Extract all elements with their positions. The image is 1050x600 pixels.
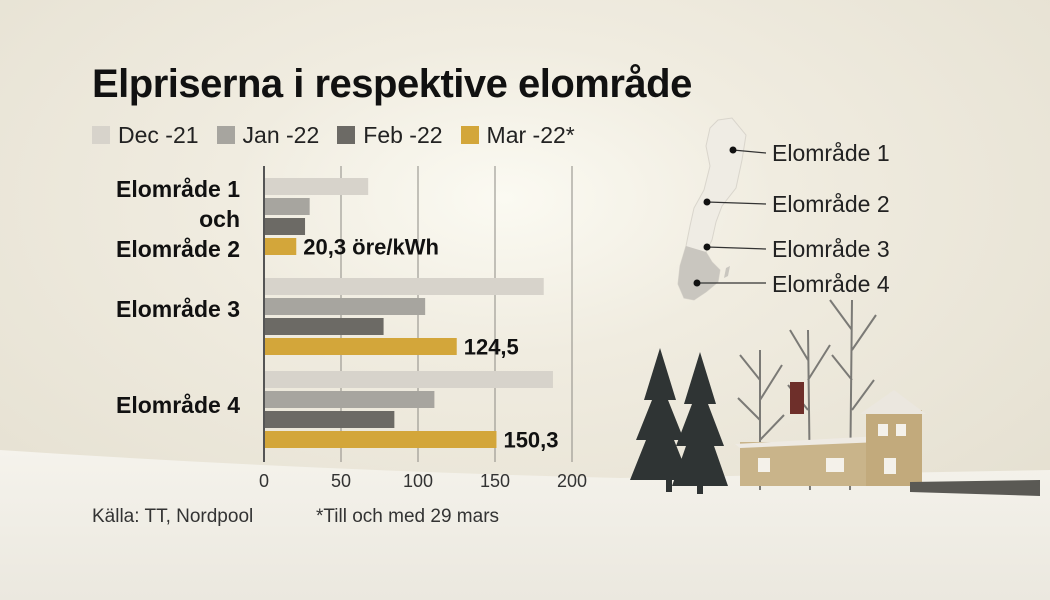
x-tick-label: 100 bbox=[403, 471, 433, 491]
legend-swatch-feb bbox=[337, 126, 356, 144]
data-label: 124,5 bbox=[464, 335, 519, 360]
bar bbox=[265, 318, 384, 335]
legend-item-feb: Feb -22 bbox=[337, 121, 443, 149]
chart-title: Elpriserna i respektive elområde bbox=[92, 62, 692, 106]
x-tick-label: 0 bbox=[259, 471, 269, 491]
legend-item-jan: Jan -22 bbox=[216, 121, 320, 149]
category-label-elomrade-3: Elområde 3 bbox=[116, 296, 240, 322]
bar bbox=[265, 238, 297, 255]
legend-label-feb: Feb -22 bbox=[363, 121, 443, 148]
category-label-elomrade-4: Elområde 4 bbox=[116, 392, 240, 418]
map-label-elomrade-4: Elområde 4 bbox=[772, 271, 890, 297]
footnote: *Till och med 29 mars bbox=[316, 506, 500, 527]
source-note: Källa: TT, Nordpool bbox=[92, 506, 254, 527]
bar bbox=[265, 391, 435, 408]
map-label-elomrade-3: Elområde 3 bbox=[772, 236, 890, 262]
x-tick-labels: 0 50 100 150 200 bbox=[259, 471, 587, 491]
category-label-elomrade-1-2: Elområde 1 och Elområde 2 bbox=[90, 174, 240, 264]
legend-label-mar: Mar -22* bbox=[486, 121, 575, 148]
map-label-elomrade-1: Elområde 1 bbox=[772, 140, 890, 166]
house bbox=[735, 382, 926, 486]
bar bbox=[265, 298, 426, 315]
bars bbox=[265, 178, 553, 448]
sweden-map bbox=[677, 117, 747, 301]
bar bbox=[265, 371, 553, 388]
bar bbox=[265, 431, 497, 448]
bare-trees bbox=[737, 299, 877, 491]
bar bbox=[265, 178, 369, 195]
category-label-line: och bbox=[199, 206, 240, 232]
legend-swatch-jan bbox=[216, 126, 235, 144]
bar bbox=[265, 198, 310, 215]
data-label: 20,3 öre/kWh bbox=[303, 235, 439, 260]
data-labels: 20,3 öre/kWh 124,5 150,3 bbox=[303, 235, 558, 453]
data-label: 150,3 bbox=[503, 428, 558, 453]
legend-label-jan: Jan -22 bbox=[242, 121, 320, 148]
bar bbox=[265, 278, 544, 295]
x-tick-label: 150 bbox=[480, 471, 510, 491]
x-tick-label: 50 bbox=[331, 471, 351, 491]
bar bbox=[265, 218, 306, 235]
map-label-elomrade-2: Elområde 2 bbox=[772, 191, 890, 217]
trees bbox=[630, 348, 728, 494]
category-label-line: Elområde 1 bbox=[116, 176, 240, 202]
legend-swatch-dec bbox=[92, 126, 110, 144]
legend: Dec -21 Jan -22 Feb -22 Mar -22* bbox=[92, 120, 593, 150]
legend-item-mar: Mar -22* bbox=[460, 121, 575, 149]
legend-label-dec: Dec -21 bbox=[118, 121, 199, 148]
legend-swatch-mar bbox=[460, 126, 479, 144]
category-label-line: Elområde 2 bbox=[116, 236, 240, 262]
bar bbox=[265, 338, 457, 355]
x-tick-label: 200 bbox=[557, 471, 587, 491]
bar bbox=[265, 411, 395, 428]
legend-item-dec: Dec -21 bbox=[92, 122, 199, 149]
